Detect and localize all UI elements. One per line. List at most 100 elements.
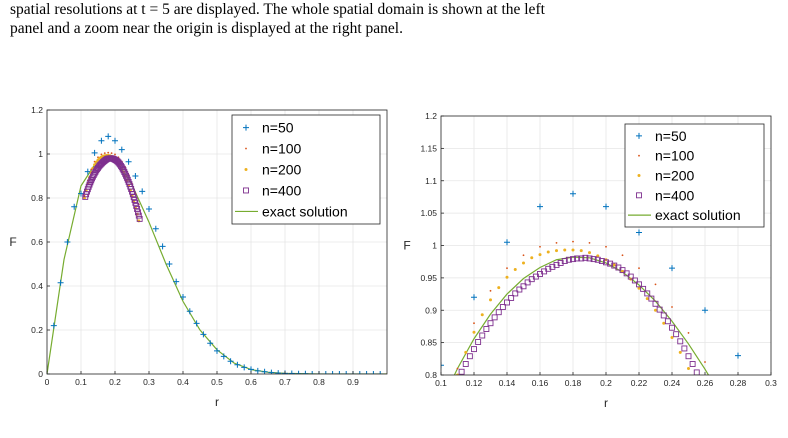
data-point	[462, 361, 469, 367]
y-tick-label: 0.9	[425, 305, 437, 315]
data-layer	[441, 190, 741, 424]
data-point	[322, 371, 329, 374]
data-point	[735, 352, 741, 359]
x-tick-label: 0.2	[109, 377, 121, 387]
legend-label: exact solution	[262, 203, 348, 219]
data-point	[611, 262, 618, 269]
data-point	[574, 255, 581, 262]
data-point	[343, 371, 350, 374]
x-tick-label: 0.18	[565, 378, 582, 388]
data-point	[135, 212, 142, 219]
data-point	[681, 345, 688, 352]
legend-box	[624, 123, 765, 228]
data-point	[652, 300, 659, 307]
data-point	[588, 242, 591, 244]
x-tick-label: 0.9	[347, 377, 359, 387]
data-point	[537, 203, 543, 210]
data-point	[669, 324, 675, 331]
legend-label: n=100	[262, 141, 302, 157]
x-tick-label: 0.4	[177, 377, 189, 387]
data-point	[214, 347, 220, 354]
x-tick-label: 0.7	[279, 377, 291, 387]
data-point	[545, 265, 552, 272]
series-n-100	[456, 240, 706, 370]
data-point	[87, 179, 94, 186]
data-point	[677, 338, 684, 345]
data-point	[505, 275, 509, 279]
data-point	[555, 242, 558, 244]
data-point	[669, 265, 675, 272]
data-point	[660, 312, 667, 319]
data-point	[110, 152, 113, 155]
data-point	[329, 371, 336, 374]
data-point	[497, 286, 501, 290]
legend-marker-icon	[243, 124, 249, 131]
data-point	[495, 309, 502, 316]
data-point	[598, 258, 605, 264]
data-point	[146, 206, 152, 212]
data-point	[288, 370, 295, 374]
legend-label: n=100	[655, 148, 695, 164]
chart-panel-1: 0 0.1 0.2 0.3 0.4 0.5 0.6 0.7 0.8 0.9 0 0.2 0.4 0.6 0.…	[9, 105, 388, 409]
y-tick-label: 0.6	[31, 237, 43, 247]
data-point	[123, 174, 130, 181]
data-point	[152, 225, 159, 232]
data-point	[475, 339, 482, 345]
series-n-50	[47, 133, 384, 374]
data-point	[594, 256, 601, 263]
legend-marker-icon	[637, 174, 641, 177]
legend-label: n=200	[655, 168, 695, 184]
data-point	[619, 267, 626, 274]
data-point	[118, 146, 125, 153]
data-point	[621, 269, 624, 273]
data-point	[121, 169, 128, 175]
data-point	[715, 415, 720, 420]
data-point	[546, 250, 550, 254]
data-point	[137, 219, 141, 223]
legend-item: n=400	[636, 187, 695, 203]
data-point	[441, 362, 444, 369]
data-point	[553, 261, 560, 268]
data-point	[520, 283, 527, 290]
y-tick-label: 0.8	[31, 193, 43, 203]
data-point	[636, 229, 642, 236]
x-tick-label: 0.22	[631, 378, 648, 388]
legend-box	[231, 114, 381, 225]
x-tick-label: 0.2	[600, 378, 612, 388]
legend-marker-icon	[244, 168, 248, 171]
y-tick-label: 0.85	[420, 338, 437, 348]
data-point	[670, 335, 674, 339]
x-tick-label: 0.16	[532, 378, 549, 388]
data-point	[483, 326, 490, 332]
data-point	[356, 371, 363, 374]
data-point	[586, 255, 593, 262]
y-tick-label: 0.4	[31, 281, 43, 291]
series-n-400	[82, 155, 143, 222]
data-point	[707, 396, 712, 401]
x-tick-label: 0.26	[697, 378, 714, 388]
y-tick-label: 1.05	[420, 208, 437, 218]
data-point	[471, 346, 477, 353]
data-point	[112, 137, 118, 144]
data-point	[712, 421, 715, 424]
y-tick-label: 1.15	[420, 143, 437, 153]
data-point	[623, 270, 630, 277]
series-n-50	[441, 190, 741, 369]
legend-item: n=100	[245, 141, 302, 157]
data-point	[578, 255, 585, 262]
data-point	[50, 322, 57, 329]
data-point	[685, 353, 692, 360]
y-tick-label: 0.2	[31, 325, 43, 335]
data-point	[504, 239, 510, 246]
data-point	[64, 239, 71, 245]
legend-marker-icon	[636, 192, 642, 199]
legend-item: exact solution	[235, 203, 348, 219]
data-point	[186, 308, 193, 315]
data-point	[464, 350, 468, 354]
data-point	[645, 297, 649, 301]
data-point	[499, 304, 506, 310]
data-point	[582, 254, 589, 261]
data-point	[504, 299, 510, 306]
x-tick-label: 0	[45, 377, 50, 387]
legend-marker-icon	[243, 187, 249, 194]
